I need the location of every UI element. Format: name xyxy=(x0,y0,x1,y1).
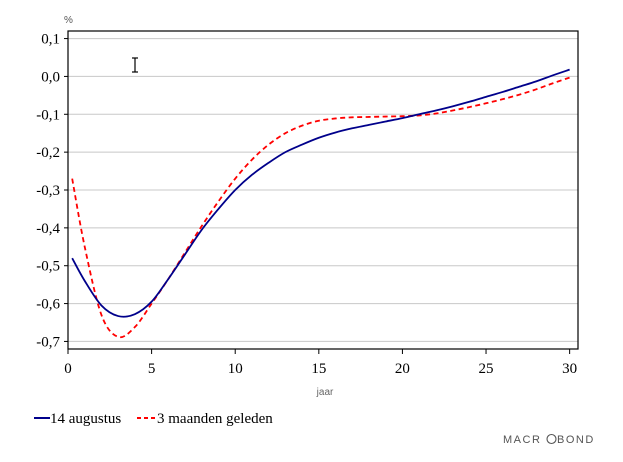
y-tick-label-5: -0,4 xyxy=(36,221,60,237)
legend-label-1: 14 augustus xyxy=(50,411,121,427)
x-axis-ticks: 0 5 10 15 20 25 30 xyxy=(64,349,577,377)
x-axis-label: jaar xyxy=(316,387,334,398)
gridlines xyxy=(68,38,578,342)
y-tick-label-2: -0,1 xyxy=(36,107,60,123)
macrobond-logo: MACR BOND xyxy=(503,433,595,446)
legend: 14 augustus 3 maanden geleden xyxy=(34,411,273,427)
y-tick-label-8: -0,7 xyxy=(36,334,60,350)
x-tick-label-3: 15 xyxy=(311,361,326,377)
y-tick-label-0: 0,1 xyxy=(41,32,60,48)
x-tick-label-0: 0 xyxy=(64,361,72,377)
y-axis-unit: % xyxy=(64,15,73,26)
y-axis-ticks: 0,1 0,0 -0,1 -0,2 -0,3 -0,4 -0,5 -0,6 -0,7 xyxy=(36,32,68,350)
x-tick-label-2: 10 xyxy=(228,361,243,377)
svg-text:BOND: BOND xyxy=(557,434,595,446)
y-tick-label-6: -0,5 xyxy=(36,259,60,275)
svg-text:MACR: MACR xyxy=(503,434,541,446)
x-tick-label-1: 5 xyxy=(148,361,156,377)
series-line-2 xyxy=(71,76,570,339)
text-cursor-icon xyxy=(132,57,138,73)
series-line-1 xyxy=(71,68,570,318)
y-tick-label-1: 0,0 xyxy=(41,69,60,85)
y-tick-label-7: -0,6 xyxy=(36,297,60,313)
series-lines xyxy=(71,68,570,339)
y-tick-label-4: -0,3 xyxy=(36,183,60,199)
legend-label-2: 3 maanden geleden xyxy=(157,411,273,427)
y-tick-label-3: -0,2 xyxy=(36,145,60,161)
x-tick-label-4: 20 xyxy=(395,361,410,377)
x-tick-label-6: 30 xyxy=(562,361,577,377)
x-tick-label-5: 25 xyxy=(479,361,494,377)
